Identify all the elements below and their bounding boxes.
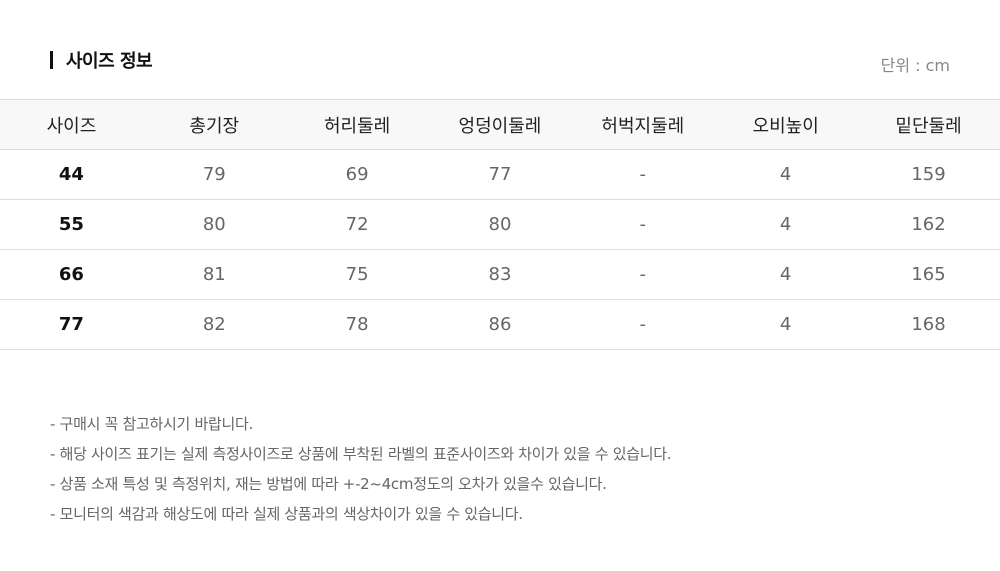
value-cell: 83 [428,249,572,300]
header-cell: 총기장 [142,99,286,150]
value-cell: 4 [714,299,858,350]
header-cell: 오비높이 [714,99,858,150]
size-cell: 55 [0,199,143,250]
size-table: 사이즈 총기장 허리둘레 엉덩이둘레 허벅지둘레 오비높이 밑단둘레 44 79 6… [0,99,1000,350]
size-cell: 44 [0,149,143,200]
value-cell: - [571,299,715,350]
header-cell: 허벅지둘레 [571,99,715,150]
header-cell: 사이즈 [0,99,143,150]
section-title: 사이즈 정보 [50,50,153,72]
value-cell: 78 [285,299,429,350]
value-cell: 82 [142,299,286,350]
value-cell: 81 [142,249,286,300]
value-cell: - [571,249,715,300]
value-cell: 159 [857,149,1000,200]
header-cell: 허리둘레 [285,99,429,150]
value-cell: 69 [285,149,429,200]
value-cell: 165 [857,249,1000,300]
value-cell: 80 [428,199,572,250]
value-cell: 162 [857,199,1000,250]
table-row: 77 82 78 86-4 168 [0,299,1000,350]
value-cell: 4 [714,249,858,300]
value-cell: 4 [714,199,858,250]
unit-label: 단위 : cm [880,56,950,75]
note-item: - 구매시 꼭 참고하시기 바랍니다. [50,415,253,433]
value-cell: 4 [714,149,858,200]
value-cell: 80 [142,199,286,250]
size-cell: 66 [0,249,143,300]
note-item: - 모니터의 색감과 해상도에 따라 실제 상품과의 색상차이가 있을 수 있습… [50,505,523,523]
header-cell: 엉덩이둘레 [428,99,572,150]
value-cell: 75 [285,249,429,300]
title-text: 사이즈 정보 [66,51,153,72]
value-cell: 77 [428,149,572,200]
table-row: 44 79 69 77-4 159 [0,149,1000,200]
note-item: - 상품 소재 특성 및 측정위치, 재는 방법에 따라 +-2~4cm정도의 … [50,475,607,493]
notes-list: - 구매시 꼭 참고하시기 바랍니다. - 해당 사이즈 표기는 실제 측정사이… [50,413,671,533]
table-row: 55 80 72 80-4 162 [0,199,1000,250]
value-cell: 72 [285,199,429,250]
table-header-row: 사이즈 총기장 허리둘레 엉덩이둘레 허벅지둘레 오비높이 밑단둘레 [0,99,1000,150]
value-cell: 79 [142,149,286,200]
value-cell: 86 [428,299,572,350]
header-cell: 밑단둘레 [857,99,1000,150]
value-cell: - [571,199,715,250]
value-cell: 168 [857,299,1000,350]
size-cell: 77 [0,299,143,350]
value-cell: - [571,149,715,200]
table-row: 66 81 75 83-4 165 [0,249,1000,300]
title-bar-marker [50,51,53,69]
note-item: - 해당 사이즈 표기는 실제 측정사이즈로 상품에 부착된 라벨의 표준사이즈… [50,445,672,463]
